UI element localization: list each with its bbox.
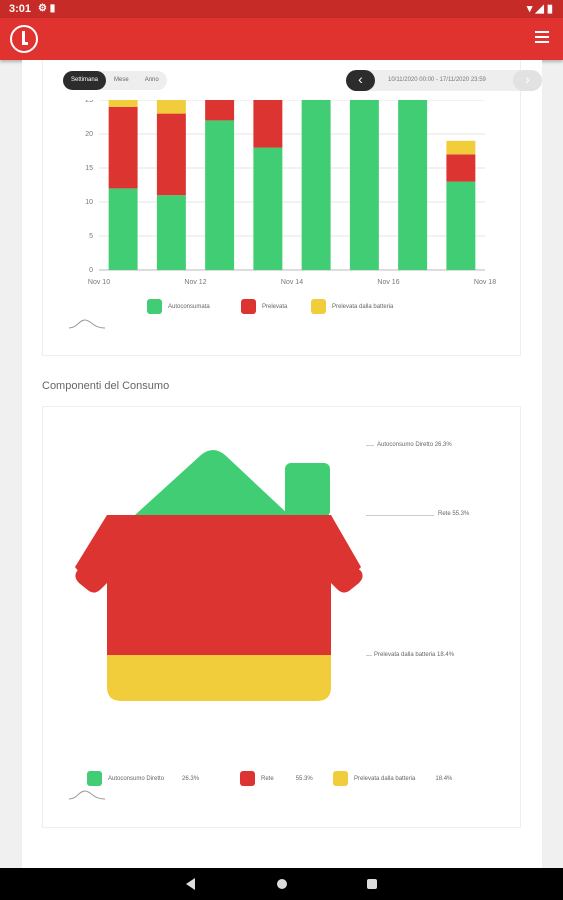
house-consumption-graphic [75, 450, 363, 701]
tab-month[interactable]: Mese [114, 77, 129, 83]
legend-percent: 26.3% [182, 775, 200, 782]
y-tick-label: 20 [85, 131, 93, 138]
legend-label: Prelevata dalla batteria [354, 775, 416, 782]
date-navigator: ‹ 10/11/2020 00:00 - 17/11/2020 23:59 › [346, 70, 542, 91]
status-bar: 3:01 ⚙ ▮ ▾ ◢ ▮ [0, 0, 563, 18]
legend-batteria[interactable]: Prelevata dalla batteria 18.4% [333, 771, 452, 786]
legend-rete[interactable]: Rete 55.3% [240, 771, 313, 786]
callout-line [366, 445, 374, 446]
stacked-bar-chart: 0 5 10 15 20 25 Nov 10 Nov 12 Nov 14 Nov 16 Nov 18 [85, 100, 496, 286]
callout-line [366, 655, 372, 656]
section-title: Componenti del Consumo [42, 380, 170, 392]
bar-segment[interactable] [205, 100, 235, 121]
legend-label: Autoconsumata [168, 303, 210, 310]
period-selector: Settimana Mese Anno [63, 71, 167, 90]
bar-segment[interactable] [301, 100, 331, 270]
legend-label: Autoconsumo Diretto [108, 775, 165, 782]
bar-segment[interactable] [108, 100, 138, 107]
x-tick-label: Nov 14 [281, 279, 303, 286]
wave-icon [68, 790, 106, 800]
y-tick-label: 5 [89, 233, 93, 240]
legend-swatch-yellow [333, 771, 348, 786]
legend-prelevata-batteria[interactable]: Prelevata dalla batteria [311, 299, 393, 314]
wave-icon [68, 319, 106, 329]
bar-segment[interactable] [398, 100, 428, 270]
legend-swatch-green [87, 771, 102, 786]
settings-and-sim-icons: ⚙ ▮ [38, 3, 56, 14]
home-icon[interactable] [277, 879, 287, 889]
back-icon[interactable] [186, 878, 195, 890]
consumption-card: Autoconsumo Diretto 26.3% Rete 55.3% Pre… [42, 406, 521, 828]
brand-logo[interactable] [10, 25, 38, 53]
callout-batteria: Prelevata dalla batteria 18.4% [374, 652, 455, 658]
bar-segment[interactable] [446, 154, 476, 182]
system-nav-bar [0, 868, 563, 900]
recents-icon[interactable] [367, 879, 377, 889]
y-tick-label: 15 [85, 165, 93, 172]
bar-segment[interactable] [205, 120, 235, 271]
y-tick-label: 25 [85, 100, 93, 104]
x-tick-label: Nov 10 [88, 279, 110, 286]
callout-rete: Rete 55.3% [438, 511, 470, 517]
app-bar [0, 18, 563, 60]
legend-percent: 55.3% [295, 775, 313, 782]
legend-label: Prelevata dalla batteria [332, 303, 394, 310]
y-tick-label: 10 [85, 199, 93, 206]
legend-percent: 18.4% [435, 775, 453, 782]
legend-label: Prelevata [262, 303, 288, 310]
legend-swatch-red [240, 771, 255, 786]
bar-segment[interactable] [253, 100, 283, 148]
legend-autoconsumo-diretto[interactable]: Autoconsumo Diretto 26.3% [87, 771, 199, 786]
legend-swatch-yellow [311, 299, 326, 314]
bar-segment[interactable] [253, 147, 283, 270]
x-tick-label: Nov 12 [184, 279, 206, 286]
tab-week[interactable]: Settimana [63, 71, 107, 90]
bar-segment[interactable] [349, 100, 379, 270]
y-tick-label: 0 [89, 267, 93, 274]
callout-line [366, 515, 434, 516]
bar-segment[interactable] [156, 100, 186, 114]
hamburger-menu-icon[interactable] [535, 31, 549, 43]
bar-segment[interactable] [108, 106, 138, 189]
next-period-button[interactable]: › [513, 70, 542, 91]
page-content: Settimana Mese Anno ‹ 10/11/2020 00:00 -… [22, 60, 542, 868]
legend-prelevata[interactable]: Prelevata [241, 299, 287, 314]
legend-autoconsumata[interactable]: Autoconsumata [147, 299, 210, 314]
status-time: 3:01 [9, 3, 32, 15]
bar-segment[interactable] [108, 188, 138, 270]
legend-label: Rete [261, 775, 274, 782]
bar-segment[interactable] [156, 195, 186, 270]
bar-segment[interactable] [446, 140, 476, 155]
prev-period-button[interactable]: ‹ [346, 70, 375, 91]
bar-segment[interactable] [156, 113, 186, 196]
callout-autoconsumo: Autoconsumo Diretto 26.3% [377, 442, 452, 448]
legend-swatch-red [241, 299, 256, 314]
legend-swatch-green [147, 299, 162, 314]
energy-chart-card: Settimana Mese Anno ‹ 10/11/2020 00:00 -… [42, 60, 542, 356]
tab-year[interactable]: Anno [144, 77, 159, 83]
x-tick-label: Nov 18 [474, 279, 496, 286]
wifi-signal-battery-icons: ▾ ◢ ▮ [526, 3, 553, 15]
x-tick-label: Nov 16 [377, 279, 399, 286]
bar-segment[interactable] [446, 181, 476, 270]
date-range-label: 10/11/2020 00:00 - 17/11/2020 23:59 [388, 77, 486, 83]
